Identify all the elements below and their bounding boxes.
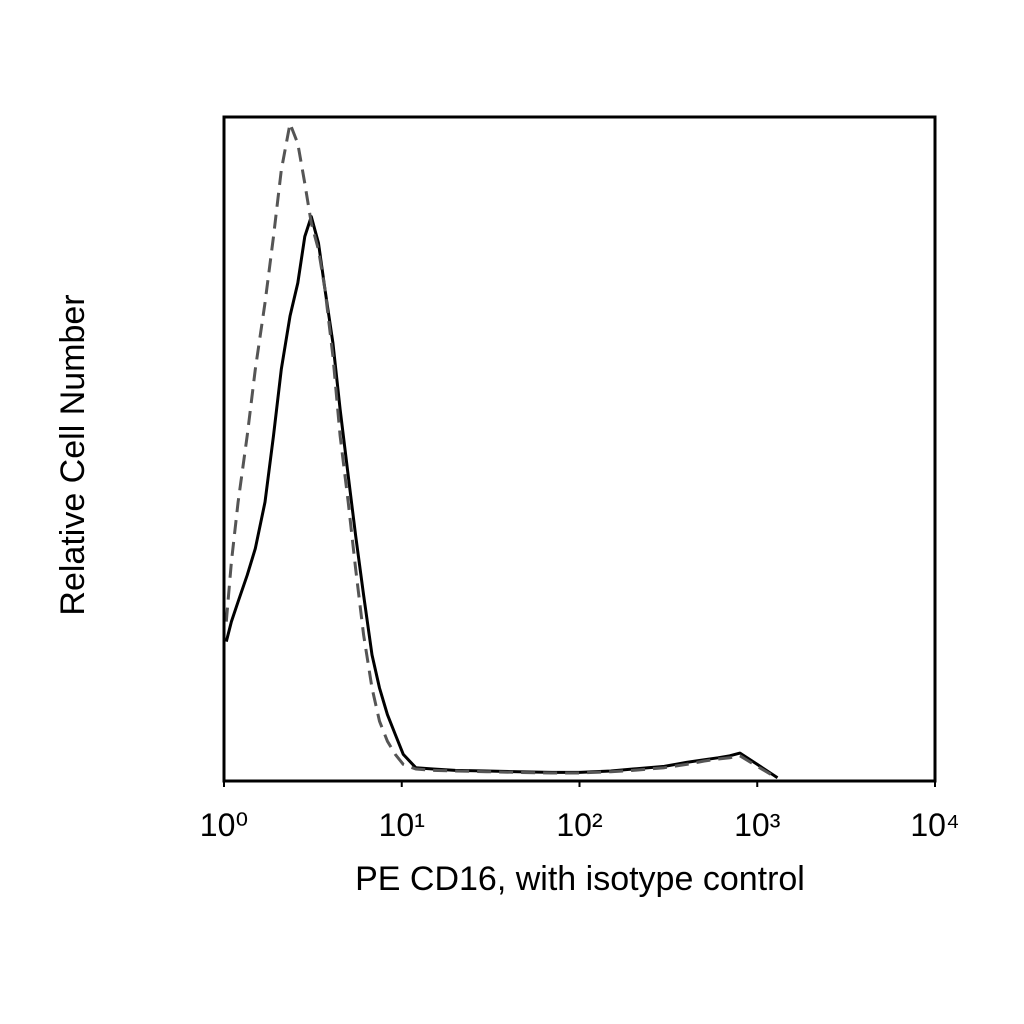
y-axis-label: Relative Cell Number <box>54 294 92 615</box>
x-tick-label: 10⁴ <box>910 807 959 843</box>
histogram-line <box>224 215 779 779</box>
x-tick-label: 10² <box>556 807 603 843</box>
histogram-line <box>224 122 779 780</box>
x-tick-label: 10³ <box>734 807 781 843</box>
x-tick-label: 10⁰ <box>200 807 248 843</box>
x-axis-label: PE CD16, with isotype control <box>355 860 805 898</box>
plot-frame <box>222 115 937 783</box>
x-tick-label: 10¹ <box>379 807 425 843</box>
